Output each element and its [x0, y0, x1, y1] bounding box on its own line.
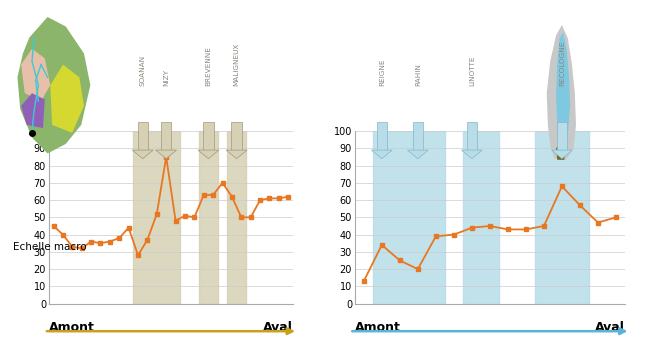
Bar: [227, 131, 246, 304]
Polygon shape: [18, 17, 90, 154]
Bar: [535, 131, 589, 304]
Text: BREVENNE: BREVENNE: [206, 46, 212, 86]
Text: RAHIN: RAHIN: [415, 63, 421, 86]
Text: Amont: Amont: [49, 321, 94, 334]
Text: RECOLOGNE: RECOLOGNE: [559, 41, 565, 86]
Polygon shape: [547, 25, 576, 160]
Text: SOANAN: SOANAN: [140, 55, 146, 86]
Text: Aval: Aval: [595, 321, 625, 334]
Bar: [463, 131, 499, 304]
Polygon shape: [556, 142, 566, 160]
Text: REIGNE: REIGNE: [379, 59, 385, 86]
Text: Echelle macro: Echelle macro: [13, 241, 87, 252]
Text: NIZY: NIZY: [163, 69, 169, 86]
Text: Amont: Amont: [355, 321, 400, 334]
Bar: [373, 131, 445, 304]
Polygon shape: [21, 93, 45, 128]
Bar: [133, 131, 180, 304]
Text: LINOTTE: LINOTTE: [469, 56, 475, 86]
Text: MALIGNEUX: MALIGNEUX: [234, 43, 240, 86]
Polygon shape: [21, 49, 50, 101]
Polygon shape: [556, 32, 570, 145]
Polygon shape: [50, 65, 84, 133]
Bar: [199, 131, 218, 304]
Text: Aval: Aval: [263, 321, 293, 334]
